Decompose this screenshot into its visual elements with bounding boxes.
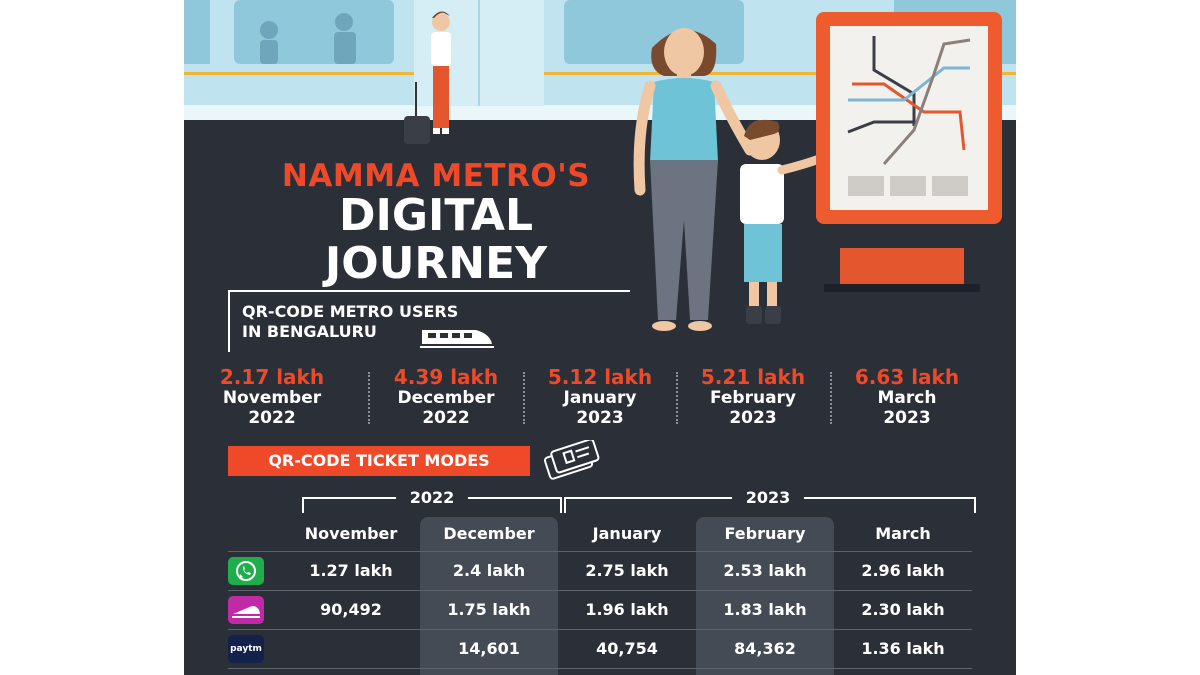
headline-line-1: NAMMA METRO'S (281, 158, 591, 194)
february-column-highlight (696, 517, 834, 675)
table-divider (228, 629, 972, 630)
users-section-frame (228, 290, 630, 352)
child-figure (740, 119, 869, 324)
year-2023-label: 2023 (745, 488, 791, 507)
table-cell: 1.83 lakh (723, 600, 807, 619)
stat-december-2022: 4.39 lakh December 2022 (393, 365, 499, 428)
metro-map-kiosk (816, 12, 1002, 292)
column-header-february: February (724, 524, 806, 543)
infographic-panel: NAMMA METRO'S DIGITAL JOURNEY QR-CODE ME… (184, 0, 1016, 675)
table-cell: 1.36 lakh (861, 639, 945, 658)
stat-january-2023: 5.12 lakh January 2023 (547, 365, 653, 428)
headline-line-3: JOURNEY (324, 238, 548, 289)
table-cell: 1.27 lakh (309, 561, 393, 580)
table-divider (228, 590, 972, 591)
table-cell: 2.30 lakh (861, 600, 945, 619)
users-section-title: QR-CODE METRO USERS IN BENGALURU (242, 302, 459, 341)
table-divider (228, 551, 972, 552)
december-column-highlight (420, 517, 558, 675)
stat-divider (523, 372, 525, 424)
table-divider (228, 668, 972, 669)
ticket-icon (543, 440, 600, 480)
stat-november-2022: 2.17 lakh November 2022 (219, 365, 325, 428)
whatsapp-icon (228, 557, 264, 585)
metro-station-illustration (184, 0, 1016, 331)
table-cell: 2.96 lakh (861, 561, 945, 580)
ticket-modes-title: QR-CODE TICKET MODES (228, 446, 530, 476)
year-2022-label: 2022 (409, 488, 455, 507)
stat-divider (676, 372, 678, 424)
namma-metro-app-icon (228, 596, 264, 624)
metro-train-icon (420, 330, 494, 348)
table-cell: 14,601 (458, 639, 520, 658)
paytm-icon: paytm (228, 635, 264, 663)
table-cell: 2.4 lakh (452, 561, 526, 580)
table-cell: 40,754 (596, 639, 658, 658)
stat-divider (368, 372, 370, 424)
stat-march-2023: 6.63 lakh March 2023 (854, 365, 960, 428)
stat-february-2023: 5.21 lakh February 2023 (700, 365, 806, 428)
table-cell: 1.96 lakh (585, 600, 669, 619)
column-header-january: January (592, 524, 662, 543)
stat-divider (830, 372, 832, 424)
table-cell: 2.75 lakh (585, 561, 669, 580)
table-cell: 90,492 (320, 600, 382, 619)
train-window (234, 0, 394, 64)
traveller-figure (404, 11, 451, 144)
column-header-december: December (443, 524, 535, 543)
column-header-march: March (875, 524, 931, 543)
table-cell: 84,362 (734, 639, 796, 658)
headline-line-2: DIGITAL (338, 190, 534, 241)
column-header-november: November (304, 524, 398, 543)
table-cell: 1.75 lakh (447, 600, 531, 619)
headline-main: DIGITAL JOURNEY (246, 192, 626, 288)
table-cell: 2.53 lakh (723, 561, 807, 580)
